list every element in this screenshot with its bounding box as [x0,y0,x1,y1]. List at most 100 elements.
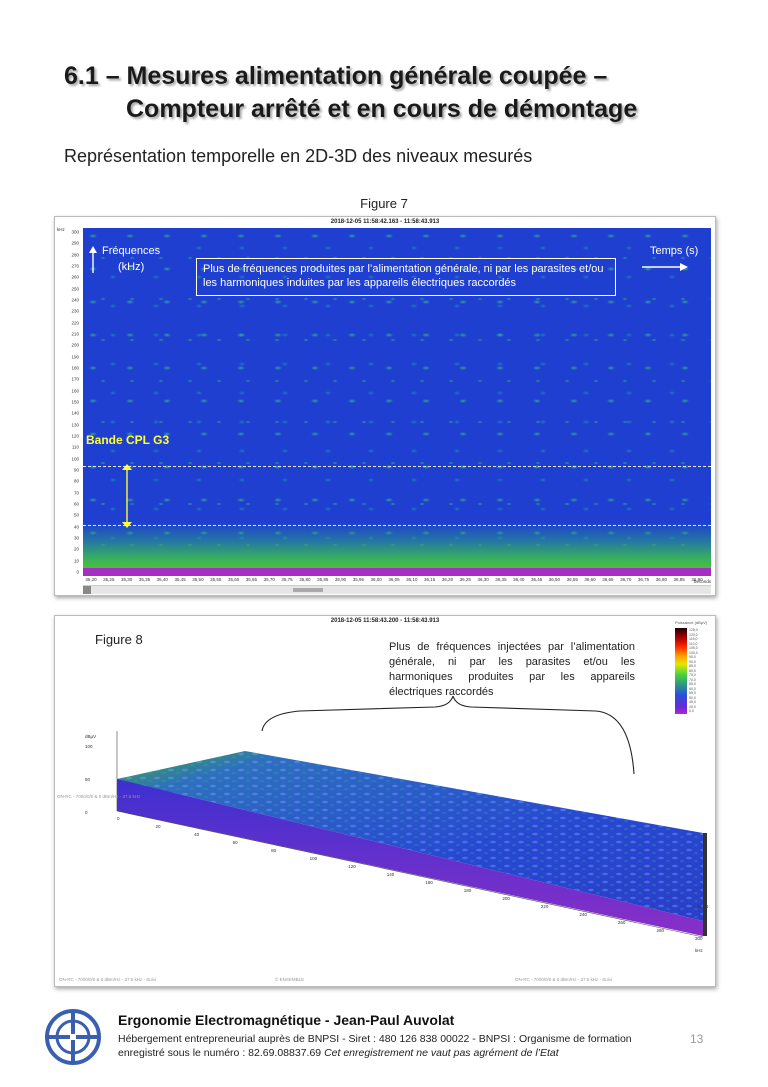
figure7-x-tick: 36,35 [495,577,507,582]
figure7-y-tick: 150 [71,399,79,405]
figure7-x-tick: 36,50 [548,577,561,582]
figure7-x-tick: 36,70 [620,577,632,582]
figure7-x-tick: 36,05 [388,577,400,582]
figure7-band-lower-line [83,525,711,526]
figure7-x-tick: 35,20 [85,577,97,582]
page-number: 13 [690,1032,704,1046]
figure7-x-tick: 36,90 [691,577,703,582]
figure7-y-tick: 270 [71,263,79,269]
figure7-band-upper-line [83,466,711,467]
cpl-g3-band-label: Bande CPL G3 [86,433,170,447]
section-subtitle: Représentation temporelle en 2D-3D des n… [64,146,533,166]
legend-value: 55,0 [689,691,696,696]
figure7-callout: Plus de fréquences produites par l’alime… [196,258,616,296]
figure7-x-tick: 36,55 [566,577,578,582]
figure8-callout: Plus de fréquences injectées par l’alime… [389,641,635,698]
figure8-z-tick: 100 [85,744,93,749]
footer-organization: Ergonomie Electromagnétique - Jean-Paul … [118,1012,455,1028]
figure8-color-legend: Puissance (dBμV) 125,0 120,0 115,0 110,0 105… [675,620,711,720]
figure7-x-tick: 35,50 [192,577,204,582]
legend-value: 120,0 [689,632,698,637]
figure8-z-tick: 50 [85,777,91,782]
figure7-x-tick: 36,45 [530,577,543,582]
figure7-y-tick: 20 [73,546,79,552]
figure7-y-tick: 280 [71,252,79,258]
legend-value: 75,0 [689,673,696,678]
time-arrow-icon [642,263,688,271]
figure7-y-tick: 230 [71,308,79,314]
figure8-3d-surface: 2018-12-05 11:58:43.200 - 11:58:43.913 F… [54,615,716,987]
curly-brace-icon [261,696,635,775]
figure8-z-tick: 0 [85,810,88,815]
figure7-x-tick: 36,85 [673,577,685,582]
figure7-x-tick: 36,00 [370,577,382,582]
figure7-x-tick: 35,70 [263,577,275,582]
legend-values: 125,0 120,0 115,0 110,0 105,0 100,0 95,0 90,0 85… [689,628,711,714]
legend-value: 45,0 [689,700,696,705]
scroll-left-arrow-icon[interactable] [83,586,91,594]
figure7-x-tick: 35,45 [174,577,186,582]
frequency-arrow-icon [89,246,97,273]
figure7-x-tick: 36,10 [406,577,418,582]
figure7-x-tick: 35,75 [281,577,293,582]
figure7-y-tick: 130 [71,422,79,428]
legend-value: 110,0 [689,641,698,646]
figure7-frequency-label: Fréquences [102,245,161,257]
figure7-y-unit: kHz [57,227,65,232]
figure8-z-unit: dBμV [85,734,97,739]
figure7-scrollbar[interactable] [83,585,711,594]
figure7-low-frequency-band [83,522,711,568]
figure7-y-tick: 140 [71,410,79,416]
footer-disclaimer: Cet enregistrement ne vaut pas agrément … [324,1047,559,1059]
band-range-arrow-icon [122,464,132,528]
figure7-floor-band [83,568,711,576]
figure7-spectrogram: 2018-12-05 11:58:42.163 - 11:58:43.913 k… [54,216,716,596]
figure7-x-tick: 35,35 [138,577,151,582]
figure7-y-tick: 30 [73,535,79,541]
figure7-x-tick: 35,30 [121,577,133,582]
figure7-x-axis: 35,20 35,25 35,30 35,35 35,40 35,45 35,50 35,55… [83,576,711,586]
figure7-x-tick: 36,75 [637,577,650,582]
figure8-caption: Figure 8 [95,632,143,647]
footer-line1: Hébergement entrepreneurial auprès de BN… [118,1033,632,1045]
figure7-x-tick: 36,15 [424,577,436,582]
figure7-y-tick: 170 [71,376,79,382]
figure7-y-tick: 40 [73,524,79,530]
figure8-footer-center: © ENSEMBLE [275,977,305,982]
legend-value: 85,0 [689,664,696,669]
legend-value: 80,0 [689,668,696,673]
legend-title: Puissance (dBμV) [675,620,708,625]
figure7-caption: Figure 7 [360,196,408,211]
figure7-y-tick: 100 [71,456,79,462]
section-title-line1: 6.1 – Mesures alimentation générale coup… [64,62,608,90]
figure7-y-tick: 110 [71,444,79,450]
scrollbar-thumb[interactable] [293,588,323,592]
figure7-x-tick: 36,20 [441,577,454,582]
figure8-timestamp: 2018-12-05 11:58:43.200 - 11:58:43.913 [330,618,440,624]
figure7-y-tick: 210 [71,331,79,337]
figure7-y-tick: 60 [73,501,79,507]
figure7-y-tick: 200 [71,342,79,348]
legend-color-bar [675,628,687,714]
figure7-y-tick: 220 [71,320,79,326]
figure7-y-axis: 300 290 280 270 260 250 240 230 220 210 200 190 180 1… [57,228,81,576]
figure7-y-tick: 300 [71,229,79,235]
figure7-y-tick: 0 [76,569,79,575]
figure7-x-tick: 35,80 [299,577,311,582]
figure7-time-label: Temps (s) [650,245,699,257]
legend-value: 0,0 [689,709,694,714]
footer-line2: enregistré sous le numéro : 82.69.08837.… [118,1047,559,1059]
figure7-y-tick: 290 [71,240,79,246]
legend-value: 95,0 [689,655,696,660]
legend-value: 105,0 [689,646,698,651]
figure7-y-tick: 190 [71,354,79,360]
figure7-timestamp: 2018-12-05 11:58:42.163 - 11:58:43.913 [330,219,440,225]
figure8-footer-right: ON-RC - 7000/0/0 & 0 dBm/Hz - 37.5 kHz -… [515,977,613,982]
figure7-y-tick: 10 [73,558,79,564]
company-logo [45,1009,101,1065]
figure7-y-tick: 50 [73,512,79,518]
legend-value: 90,0 [689,659,696,664]
figure7-x-unit: Seconds [693,579,711,584]
legend-value: 40,0 [689,704,696,709]
figure8-surface-svg [116,731,707,938]
